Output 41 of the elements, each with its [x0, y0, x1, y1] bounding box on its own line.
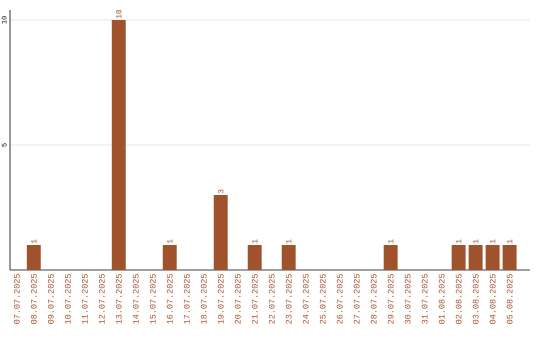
- x-tick-label: 15.07.2025: [150, 274, 156, 324]
- bar: [502, 245, 517, 270]
- x-tick-label: 09.07.2025: [48, 274, 54, 324]
- x-tick-label: 30.07.2025: [404, 274, 411, 324]
- x-tick-label: 23.07.2025: [286, 274, 292, 324]
- x-tick-label: 17.07.2025: [184, 274, 190, 324]
- x-tick-label: 18.07.2025: [200, 274, 207, 324]
- x-tick-label: 14.07.2025: [132, 274, 139, 324]
- bar: [162, 245, 177, 270]
- x-tick-label: 28.07.2025: [370, 274, 377, 324]
- bar: [384, 245, 398, 270]
- bar: [486, 245, 500, 270]
- x-tick-label: 12.07.2025: [98, 274, 105, 324]
- x-tick-label: 19.07.2025: [218, 274, 224, 324]
- x-tick-label: 02.08.2025: [456, 274, 462, 324]
- x-tick-label: 03.08.2025: [472, 274, 478, 324]
- bar: [468, 245, 483, 270]
- bar: [214, 195, 228, 270]
- x-tick-label: 11.07.2025: [82, 274, 88, 324]
- bar: [26, 245, 41, 270]
- x-tick-label: 13.07.2025: [116, 274, 122, 324]
- x-tick-label: 22.07.2025: [268, 274, 275, 324]
- x-tick-label: 16.07.2025: [166, 274, 173, 324]
- x-tick-label: 24.07.2025: [302, 274, 309, 324]
- x-tick-label: 04.08.2025: [490, 274, 496, 324]
- x-tick-label: 27.07.2025: [354, 274, 360, 324]
- x-tick-label: 10.07.2025: [64, 274, 71, 324]
- x-tick-label: 08.07.2025: [30, 274, 37, 324]
- x-tick-label: 05.08.2025: [506, 274, 512, 324]
- x-tick-label: 21.07.2025: [252, 274, 258, 324]
- bar: [248, 245, 262, 270]
- bar: [282, 245, 296, 270]
- x-tick-label: 26.07.2025: [336, 274, 343, 324]
- x-tick-label: 01.08.2025: [438, 274, 445, 324]
- x-tick-label: 25.07.2025: [320, 274, 326, 324]
- x-tick-label: 07.07.2025: [14, 274, 20, 324]
- x-tick-label: 29.07.2025: [388, 274, 394, 324]
- x-tick-label: 20.07.2025: [234, 274, 241, 324]
- bar: [112, 20, 126, 270]
- x-tick-label: 31.07.2025: [422, 274, 428, 324]
- bar: [452, 245, 466, 270]
